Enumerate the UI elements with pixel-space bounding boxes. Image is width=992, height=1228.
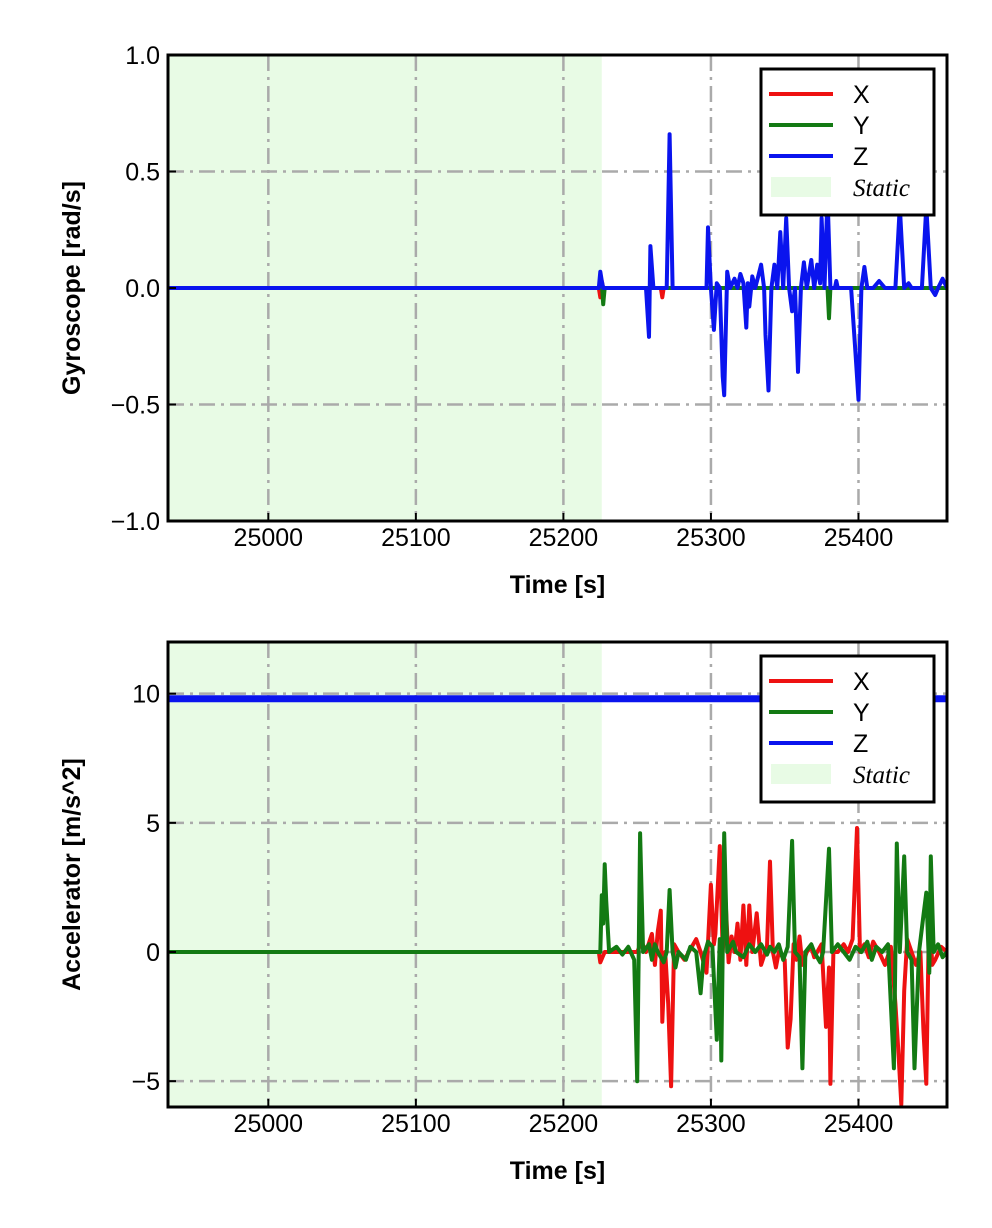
gyro-series-z-line <box>168 132 947 402</box>
accel-ytick-label-1: 5 <box>146 810 160 838</box>
accel-ylabel: Accelerator [m/s^2] <box>58 758 86 991</box>
gyro-ytick-label-0: 1.0 <box>125 42 160 70</box>
gyro-legend-label-y: Y <box>853 112 870 140</box>
accel-xtick-label-3: 25300 <box>676 1110 746 1138</box>
accel-ytick-label-0: 10 <box>132 681 160 709</box>
accel-legend-label-x: X <box>853 668 870 696</box>
gyro-ytick-label-3: −0.5 <box>111 392 160 420</box>
gyro-xtick-label-1: 25100 <box>381 524 451 552</box>
accel-ytick-label-3: −5 <box>131 1068 160 1096</box>
gyro-legend-label-x: X <box>853 81 870 109</box>
accel-static-span <box>168 642 602 1107</box>
accel-legend-swatch-static <box>771 764 831 784</box>
gyro-legend-swatch-static <box>771 177 831 197</box>
gyro-ytick-label-2: 0.0 <box>125 275 160 303</box>
gyro-xtick-label-3: 25300 <box>676 524 746 552</box>
accel-axes-frame <box>166 640 949 1109</box>
accel-xlabel: Time [s] <box>510 1157 605 1185</box>
gyro-xlabel: Time [s] <box>510 571 605 599</box>
gyro-ylabel: Gyroscope [rad/s] <box>58 181 86 395</box>
gyro-series-group <box>168 132 947 402</box>
accel-legend-label-z: Z <box>853 730 868 758</box>
gyro-legend-label-static: Static <box>853 175 910 202</box>
accel-panel: 25000 25100 25200 25300 25400 10 5 0 −5 Time [s] A… <box>58 640 949 1185</box>
gyro-legend: XYZ Static <box>759 67 936 217</box>
accel-legend: XYZ Static <box>759 654 936 804</box>
gyro-xtick-label-2: 25200 <box>529 524 599 552</box>
gyro-ytick-label-4: −1.0 <box>111 508 160 536</box>
accel-xtick-label-1: 25100 <box>381 1110 451 1138</box>
gyro-xtick-label-0: 25000 <box>234 524 304 552</box>
gyro-panel: 25000 25100 25200 25300 25400 1.0 0.5 0.0 −0.5 −1… <box>58 42 949 599</box>
accel-xtick-label-4: 25400 <box>824 1110 894 1138</box>
accel-legend-label-y: Y <box>853 699 870 727</box>
accel-ytick-label-2: 0 <box>146 939 160 967</box>
accel-xtick-label-2: 25200 <box>529 1110 599 1138</box>
gyro-xtick-label-4: 25400 <box>824 524 894 552</box>
accel-xtick-label-0: 25000 <box>234 1110 304 1138</box>
accel-legend-label-static: Static <box>853 762 910 789</box>
accel-series-y-line <box>168 831 947 1084</box>
gyro-ytick-label-1: 0.5 <box>125 159 160 187</box>
gyro-legend-label-z: Z <box>853 143 868 171</box>
